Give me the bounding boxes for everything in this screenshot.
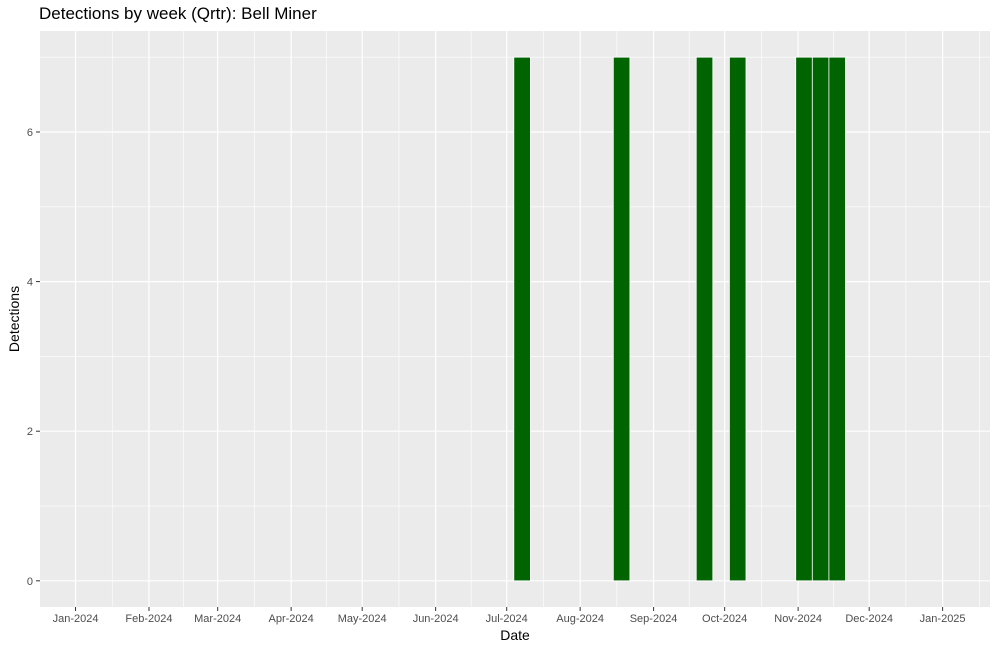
x-tick-label: Sep-2024: [630, 613, 678, 625]
x-tick-label: Jan-2025: [920, 613, 966, 625]
bar: [729, 56, 747, 582]
x-tick-label: May-2024: [338, 613, 387, 625]
x-tick-label: Dec-2024: [845, 613, 893, 625]
x-tick-label: Jun-2024: [413, 613, 459, 625]
bar: [828, 56, 846, 582]
y-tick-label: 2: [27, 426, 33, 438]
axes: Jan-2024 Feb-2024 Mar-2024 Apr-2024 May-2024…: [27, 127, 966, 625]
x-tick-label: Jan-2024: [53, 613, 99, 625]
bar: [513, 56, 531, 582]
bars: [513, 56, 846, 582]
x-tick-label: Jul-2024: [486, 613, 528, 625]
y-tick-label: 6: [27, 127, 33, 139]
bar: [612, 56, 631, 582]
chart-title: Detections by week (Qrtr): Bell Miner: [39, 4, 317, 23]
x-tick-label: Mar-2024: [194, 613, 241, 625]
x-tick-label: Nov-2024: [774, 613, 822, 625]
bar: [795, 56, 813, 582]
bar: [811, 56, 830, 582]
y-tick-label: 4: [27, 277, 33, 289]
x-tick-label: Apr-2024: [268, 613, 313, 625]
x-tick-label: Oct-2024: [702, 613, 747, 625]
y-tick-label: 0: [27, 576, 33, 588]
x-tick-label: Feb-2024: [125, 613, 172, 625]
bar: [695, 56, 714, 582]
y-axis-title: Detections: [6, 286, 22, 352]
x-tick-label: Aug-2024: [556, 613, 604, 625]
x-axis-title: Date: [500, 627, 530, 643]
